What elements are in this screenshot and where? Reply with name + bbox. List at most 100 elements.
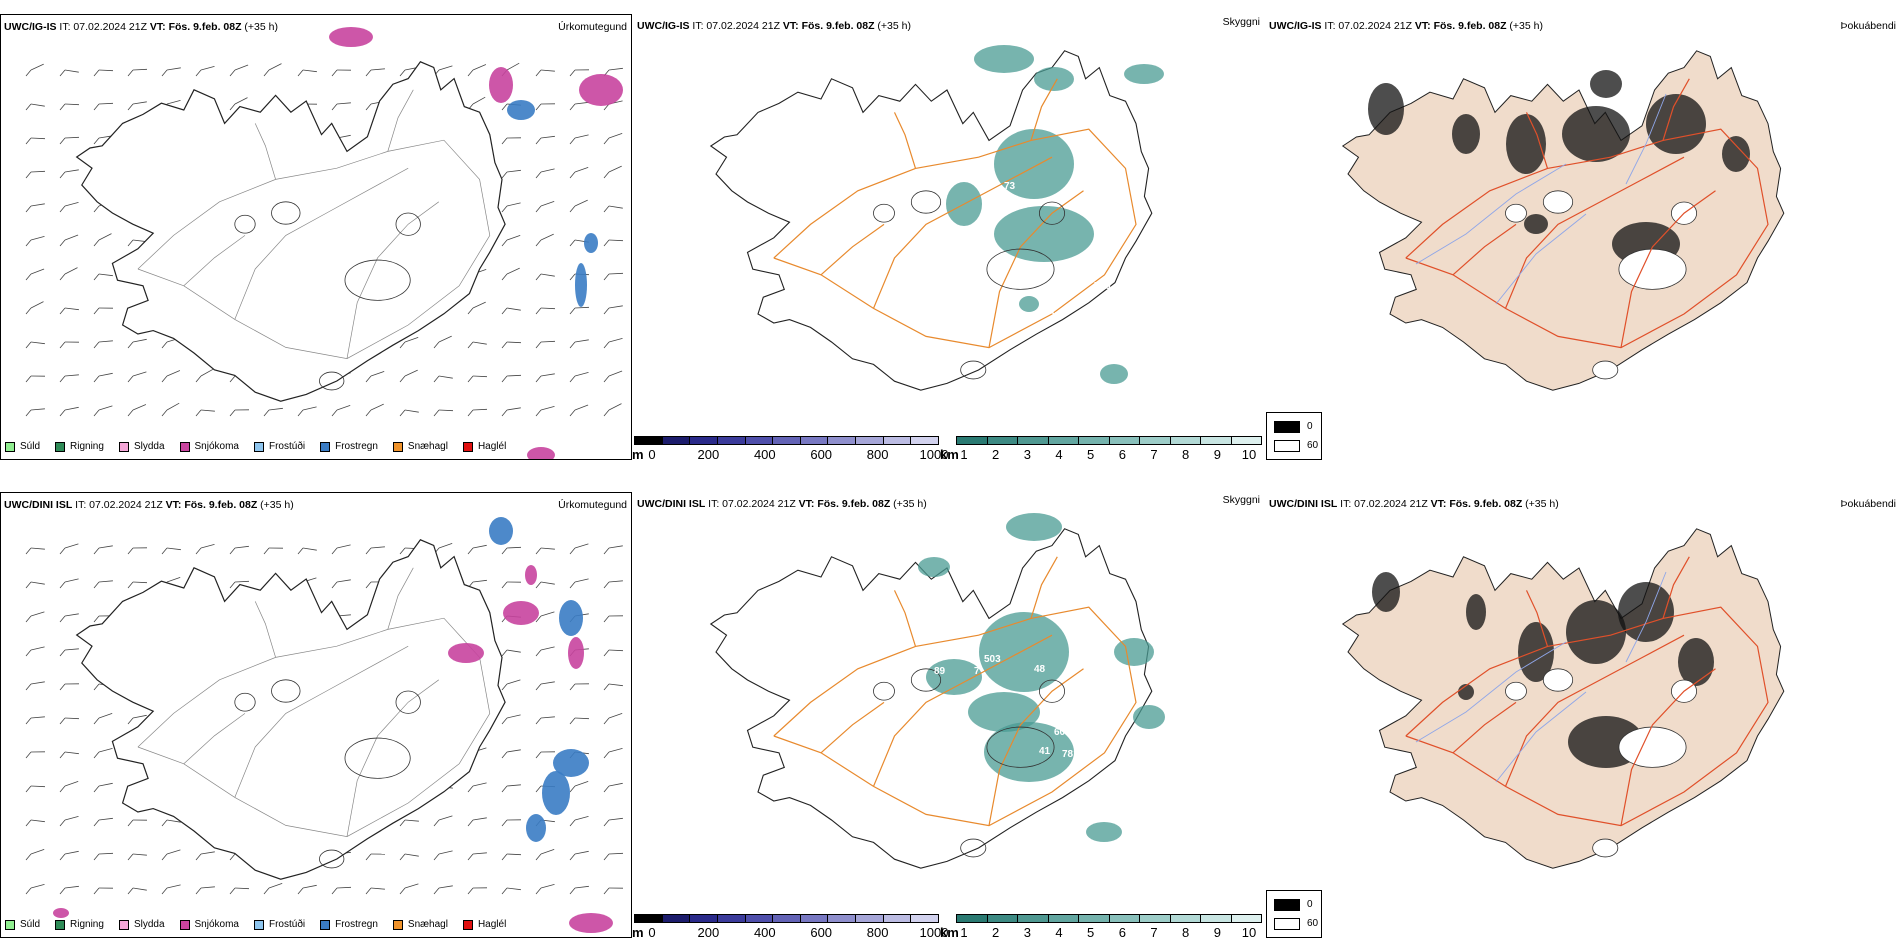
wind-barb-flag xyxy=(195,69,202,77)
panel-name: Þokuábendi xyxy=(1840,20,1896,32)
panel-name: Þokuábendi xyxy=(1840,498,1896,510)
scale-tick-label: 600 xyxy=(810,447,833,462)
fog-legend: 0 60 xyxy=(1266,890,1322,938)
river-line xyxy=(1625,93,1667,185)
wind-barb xyxy=(506,374,522,377)
fog-area xyxy=(1466,594,1486,630)
wind-barb xyxy=(370,887,385,890)
wind-barb xyxy=(234,97,248,105)
wind-barb xyxy=(30,611,45,617)
visibility-scale-bar xyxy=(956,914,1262,923)
wind-barb-flag xyxy=(569,717,576,725)
fog-area xyxy=(1368,83,1404,135)
wind-barb xyxy=(540,884,555,889)
wind-barb-flag xyxy=(25,785,32,793)
wind-barb xyxy=(540,201,555,207)
wind-barb-flag xyxy=(603,171,610,179)
wind-barb-flag xyxy=(501,649,508,657)
legend-swatch xyxy=(320,441,331,452)
model-name: UWC/DINI ISL xyxy=(637,498,706,510)
wind-barb xyxy=(268,63,282,71)
wind-barb-flag xyxy=(535,341,542,349)
wind-barb-flag xyxy=(25,819,32,827)
scale-tick-label: 8 xyxy=(1182,447,1190,462)
wind-barb-flag xyxy=(467,819,474,827)
precip-type-map xyxy=(25,27,624,459)
wind-barb-flag xyxy=(93,581,100,589)
wind-barb xyxy=(200,886,215,889)
scale-tick-label: 1000 xyxy=(919,925,949,940)
wind-barb xyxy=(268,407,283,411)
scale-segment xyxy=(635,915,663,922)
visibility-value-label: 48 xyxy=(1034,664,1046,675)
scale-tick-label: 400 xyxy=(753,925,776,940)
fog-area xyxy=(1618,582,1674,642)
wind-barb-flag xyxy=(535,205,542,213)
scale-segment xyxy=(1048,437,1079,444)
wind-barb-flag xyxy=(25,171,32,179)
wind-barb xyxy=(540,547,555,550)
scale-segment xyxy=(690,437,718,444)
scale-segment xyxy=(1079,915,1110,922)
fog-high-swatch xyxy=(1274,899,1300,911)
wind-barb-flag xyxy=(59,887,66,895)
wind-barb xyxy=(64,307,79,311)
wind-barb-flag xyxy=(603,887,610,895)
elevation-ticks: 0 200 400 600 800 1000 xyxy=(648,925,948,940)
scale-tick-label: 2 xyxy=(992,925,1000,940)
road-line xyxy=(820,701,885,754)
wind-barb xyxy=(472,64,487,71)
river-line xyxy=(387,567,414,630)
valid-time: Fös. 9.feb. 08Z xyxy=(1446,498,1523,510)
precip-legend-item: Rigning xyxy=(55,919,104,930)
low-visibility-area xyxy=(974,45,1034,73)
panel-name: Úrkomutegund xyxy=(558,21,627,33)
wind-barb-flag xyxy=(603,581,610,589)
wind-barb xyxy=(438,409,454,412)
low-visibility-area xyxy=(984,722,1074,782)
wind-barb-flag xyxy=(535,69,542,77)
precip-legend-item: Haglél xyxy=(462,919,506,930)
wind-barb-flag xyxy=(127,409,134,417)
low-visibility-area xyxy=(926,659,982,695)
scale-segment xyxy=(911,915,939,922)
wind-barb xyxy=(506,546,522,549)
wind-barb xyxy=(98,580,113,583)
fog-area xyxy=(1590,70,1622,98)
wind-barb-flag xyxy=(569,547,576,555)
river-line xyxy=(346,201,440,359)
scale-tick-label: 3 xyxy=(1023,447,1031,462)
scale-segment xyxy=(828,437,857,444)
wind-barb-flag xyxy=(603,649,610,657)
wind-barb xyxy=(574,885,589,889)
lead-time: (+35 h) xyxy=(890,498,927,510)
wind-barb xyxy=(370,371,385,377)
precip-area xyxy=(489,67,513,103)
wind-barb-flag xyxy=(569,205,576,213)
wind-barb-flag xyxy=(331,887,338,895)
scale-segment xyxy=(800,437,829,444)
fog-area xyxy=(1722,136,1750,172)
wind-barb-flag xyxy=(467,341,474,349)
wind-barb-flag xyxy=(59,171,66,179)
river-line xyxy=(254,601,276,658)
wind-barb-flag xyxy=(535,307,542,315)
wind-barb xyxy=(506,62,520,71)
road-line xyxy=(1525,112,1549,169)
panel-title: UWC/IG-IS IT: 07.02.2024 21Z VT: Fös. 9.… xyxy=(4,21,278,33)
wind-barb xyxy=(30,170,46,173)
wind-barb xyxy=(302,884,317,889)
river-line xyxy=(137,139,491,359)
visibility-value-label: 413 xyxy=(944,697,961,708)
wind-barb xyxy=(98,748,113,753)
glacier-outline xyxy=(873,681,895,701)
glacier-outline xyxy=(319,849,345,869)
wind-barb-flag xyxy=(127,239,134,247)
wind-barb-flag xyxy=(59,615,66,623)
road-line xyxy=(988,668,1084,826)
wind-barb-flag xyxy=(25,409,32,417)
wind-barb-flag xyxy=(603,819,610,827)
wind-barb-flag xyxy=(569,785,576,793)
scale-tick-label: 10 xyxy=(1241,447,1257,462)
wind-barb xyxy=(64,202,79,207)
